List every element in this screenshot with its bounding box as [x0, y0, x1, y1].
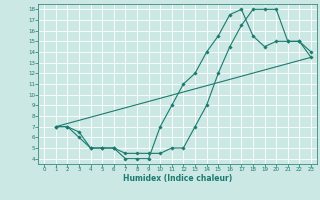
X-axis label: Humidex (Indice chaleur): Humidex (Indice chaleur) — [123, 174, 232, 183]
